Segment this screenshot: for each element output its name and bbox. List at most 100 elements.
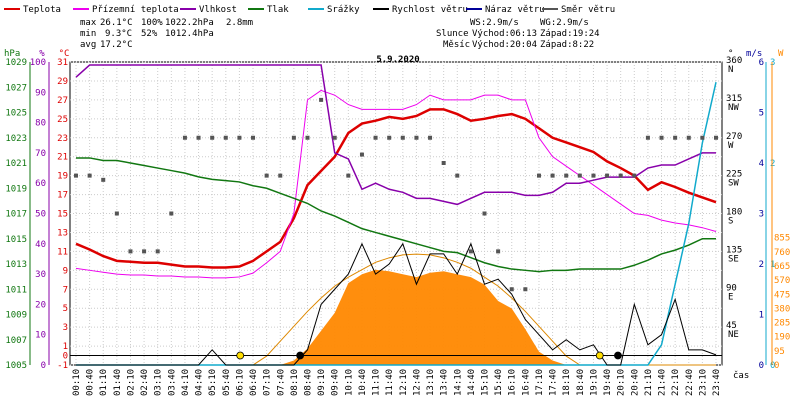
x-tick-label: 06:40 [249, 369, 259, 396]
wind-direction-point [142, 249, 147, 254]
pressure-tick-label: 1009 [5, 311, 27, 321]
wind-direction-point [155, 249, 160, 254]
series-line-teplota [75, 108, 717, 269]
legend-label: Přízemní teplota [92, 5, 179, 15]
wind-direction-point [332, 135, 337, 140]
direction-tick-label: 45 [726, 321, 737, 331]
wind-direction-point [291, 135, 296, 140]
moon-marker [296, 351, 305, 360]
x-tick-label: 09:10 [317, 369, 327, 396]
direction-axis-unit: ° [728, 49, 733, 59]
wind-direction-point [468, 249, 473, 254]
x-tick-label: 04:10 [181, 369, 191, 396]
wind-direction-point [645, 135, 650, 140]
wind-direction-point [278, 173, 283, 178]
x-tick-label: 13:40 [440, 369, 450, 396]
radiation-tick-label: 855 [774, 234, 790, 244]
pressure-tick-label: 1005 [5, 361, 27, 371]
info-moon-rise: Východ:20:04 [472, 40, 537, 50]
direction-tick-label: N [728, 65, 733, 75]
x-tick-label: 00:40 [86, 369, 96, 396]
temperature-tick-label: 1 [63, 342, 68, 352]
info-wind-gust: WG:2.9m/s [540, 18, 589, 28]
wind-direction-point [618, 173, 623, 178]
pressure-tick-label: 1023 [5, 134, 27, 144]
x-tick-label: 07:10 [263, 369, 273, 396]
wind-direction-point [74, 173, 78, 178]
temperature-tick-label: 29 [57, 77, 68, 87]
x-tick-label: 01:40 [113, 369, 123, 396]
direction-tick-label: SW [728, 179, 739, 189]
x-tick-label: 00:10 [72, 369, 82, 396]
x-tick-label: 05:40 [222, 369, 232, 396]
wind-direction-point [87, 173, 92, 178]
radiation-tick-label: 475 [774, 290, 790, 300]
chart-title: 5.9.2020 [376, 55, 419, 65]
x-tick-label: 15:10 [481, 369, 491, 396]
wind-direction-point [591, 173, 596, 178]
x-tick-label: 23:40 [712, 369, 722, 396]
humidity-axis-unit: % [39, 49, 45, 59]
humidity-tick-label: 80 [35, 119, 46, 129]
series-line-rychlost-větru [76, 242, 717, 366]
stats-rain: 2.8mm [226, 18, 253, 28]
wind-direction-point [210, 135, 215, 140]
wind-direction-point [182, 135, 187, 140]
wind-direction-point [673, 135, 678, 140]
direction-tick-label: S [728, 217, 733, 227]
x-tick-label: 18:40 [576, 369, 586, 396]
sun-marker [595, 351, 604, 360]
x-tick-label: 21:40 [658, 369, 668, 396]
wind-direction-point [251, 135, 256, 140]
direction-tick-label: 270 [726, 132, 742, 142]
temperature-axis-unit: °C [59, 49, 70, 59]
wind-direction-point [400, 135, 405, 140]
wind-direction-point [387, 135, 392, 140]
temperature-tick-label: 27 [57, 96, 68, 106]
temperature-tick-label: -1 [57, 361, 68, 371]
wind-direction-point [101, 177, 106, 182]
stats-avg-temp: 17.2°C [100, 40, 133, 50]
legend-label: Směr větru [561, 5, 615, 15]
x-tick-label: 10:10 [344, 369, 354, 396]
info-sun-rise: Východ:06:13 [472, 29, 537, 39]
x-tick-label: 08:10 [290, 369, 300, 396]
radiation-tick-label: 665 [774, 262, 790, 272]
wind-tick-label: 2 [759, 260, 764, 270]
x-tick-label: 16:10 [508, 369, 518, 396]
wind-direction-point [700, 135, 705, 140]
moon-marker [614, 351, 622, 360]
temperature-tick-label: 23 [57, 134, 68, 144]
x-tick-label: 20:40 [630, 369, 640, 396]
wind-direction-point [305, 135, 310, 140]
x-tick-label: 19:10 [589, 369, 599, 396]
wind-direction-point [564, 173, 569, 178]
x-tick-label: 23:10 [698, 369, 708, 396]
direction-tick-label: SE [728, 254, 739, 264]
temperature-tick-label: 11 [57, 247, 68, 257]
humidity-tick-label: 90 [35, 88, 46, 98]
x-tick-label: 14:10 [453, 369, 463, 396]
pressure-tick-label: 1025 [5, 109, 27, 119]
temperature-tick-label: 19 [57, 172, 68, 182]
direction-tick-label: 135 [726, 245, 742, 255]
temperature-tick-label: 7 [63, 285, 68, 295]
wind-direction-point [428, 135, 433, 140]
x-tick-label: 02:10 [126, 369, 136, 396]
humidity-tick-label: 100 [30, 58, 46, 68]
x-tick-label: 16:40 [521, 369, 531, 396]
stats-min-humidity: 52% [141, 29, 158, 39]
series-line-tlak [76, 157, 716, 273]
wind-direction-point [264, 173, 269, 178]
wind-direction-point [577, 173, 582, 178]
x-tick-label: 22:10 [671, 369, 681, 396]
wind-tick-label: 4 [759, 159, 764, 169]
x-tick-label: 10:40 [358, 369, 368, 396]
wind-direction-point [196, 135, 201, 140]
stats-max-pressure: 1022.2hPa [165, 18, 214, 28]
pressure-tick-label: 1029 [5, 58, 27, 68]
humidity-tick-label: 30 [35, 270, 46, 280]
humidity-tick-label: 70 [35, 149, 46, 159]
